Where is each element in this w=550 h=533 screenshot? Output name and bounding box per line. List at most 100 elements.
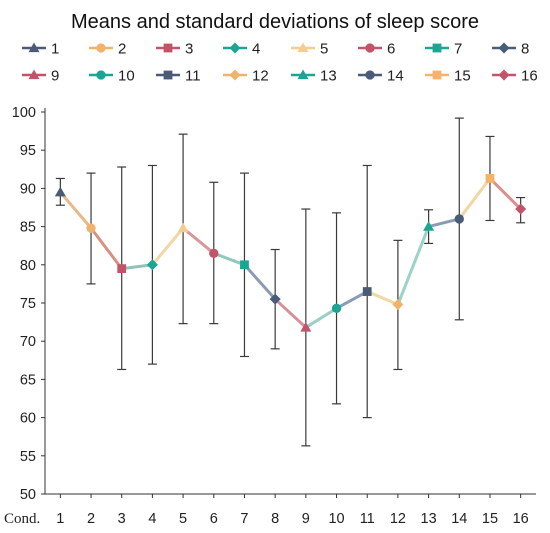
legend-item: 14: [358, 68, 404, 85]
x-tick-label: 9: [302, 511, 310, 527]
data-point: [362, 287, 372, 296]
legend-marker: [365, 70, 375, 80]
x-tick-label: 11: [360, 511, 375, 527]
legend-marker: [297, 42, 309, 53]
data-point: [54, 186, 66, 197]
legend-item: 3: [156, 41, 193, 58]
line-segment: [212, 251, 246, 267]
y-tick-label: 90: [20, 181, 36, 197]
x-tick-label: 10: [328, 511, 344, 527]
line-segment: [304, 306, 339, 329]
legend-item: 11: [156, 68, 201, 85]
line-segment: [150, 226, 185, 267]
legend-item: 4: [223, 41, 260, 58]
data-point: [177, 222, 189, 233]
line-segment: [89, 226, 124, 271]
x-tick-label: 2: [87, 511, 95, 527]
x-tick-label: 15: [482, 511, 498, 527]
line-segment: [396, 225, 431, 307]
error-bars: [55, 117, 526, 447]
legend-marker: [163, 43, 173, 53]
line-segment: [457, 176, 492, 221]
legend-label: 11: [185, 68, 201, 85]
legend-marker: [432, 43, 442, 53]
legend-item: 1: [22, 41, 59, 58]
data-point: [117, 264, 127, 274]
data-point: [146, 259, 158, 271]
legend-label: 8: [521, 41, 529, 58]
legend-item: 6: [358, 41, 395, 58]
legend-item: 9: [22, 68, 59, 85]
legend-marker: [96, 43, 106, 53]
data-point: [240, 260, 249, 270]
legend-marker: [432, 70, 442, 80]
x-tick-label: 14: [451, 511, 467, 527]
legend-item: 15: [425, 68, 471, 85]
data-point: [485, 174, 495, 183]
legend-label: 5: [320, 41, 328, 58]
data-point: [300, 321, 312, 332]
legend-label: 15: [454, 68, 471, 85]
legend-label: 2: [118, 41, 126, 58]
legend-marker: [297, 69, 309, 80]
x-tick-label: 1: [56, 511, 64, 527]
y-tick-label: 95: [20, 143, 36, 159]
x-tick-label: 6: [210, 511, 218, 527]
legend-label: 6: [387, 41, 395, 58]
y-tick-label: 55: [20, 449, 36, 465]
legend-item: 8: [492, 41, 529, 58]
x-tick-label: 13: [421, 511, 437, 527]
y-tick-label: 70: [20, 334, 36, 350]
y-tick-label: 80: [20, 258, 36, 274]
legend-label: 4: [252, 41, 260, 58]
line-segment: [365, 290, 400, 307]
data-point: [423, 221, 435, 231]
data-point: [515, 203, 527, 215]
mean-line: [58, 176, 523, 329]
data-point: [209, 248, 219, 259]
line-segment: [120, 263, 154, 271]
data-point: [86, 223, 96, 233]
legend-label: 10: [118, 68, 135, 85]
line-segment: [242, 263, 277, 301]
x-tick-label: 7: [240, 511, 248, 527]
data-point: [331, 303, 342, 314]
mean-markers: [54, 174, 527, 332]
y-tick-label: 65: [20, 372, 36, 388]
x-axis-label: Cond.: [4, 511, 40, 527]
legend-label: 1: [51, 41, 59, 58]
legend-marker: [498, 42, 510, 54]
legend: 1 2 3 4 5 6 7 89 10 11 12 13 14 15 16: [22, 41, 538, 85]
legend-marker: [229, 69, 241, 81]
legend-item: 2: [89, 41, 126, 58]
data-point: [392, 299, 404, 311]
legend-item: 5: [291, 41, 328, 58]
legend-item: 16: [492, 68, 538, 85]
legend-label: 7: [454, 41, 462, 58]
legend-label: 13: [320, 68, 337, 85]
legend-marker: [28, 69, 40, 80]
line-segment: [427, 217, 461, 229]
legend-marker: [28, 42, 40, 53]
legend-item: 7: [425, 41, 462, 58]
legend-item: 13: [291, 68, 337, 85]
legend-marker: [96, 70, 106, 80]
legend-marker: [163, 70, 173, 80]
legend-label: 12: [252, 68, 269, 85]
line-segment: [488, 176, 523, 211]
line-segment: [335, 290, 369, 310]
legend-item: 12: [223, 68, 269, 85]
y-tick-label: 75: [20, 296, 36, 312]
y-tick-label: 60: [20, 411, 36, 427]
legend-item: 10: [89, 68, 135, 85]
legend-marker: [365, 43, 375, 53]
y-tick-label: 50: [20, 487, 36, 503]
data-point: [269, 293, 281, 305]
legend-marker: [229, 42, 241, 54]
legend-label: 3: [185, 41, 193, 58]
data-point: [454, 214, 464, 224]
x-tick-label: 8: [271, 511, 279, 527]
y-tick-label: 100: [12, 105, 36, 121]
